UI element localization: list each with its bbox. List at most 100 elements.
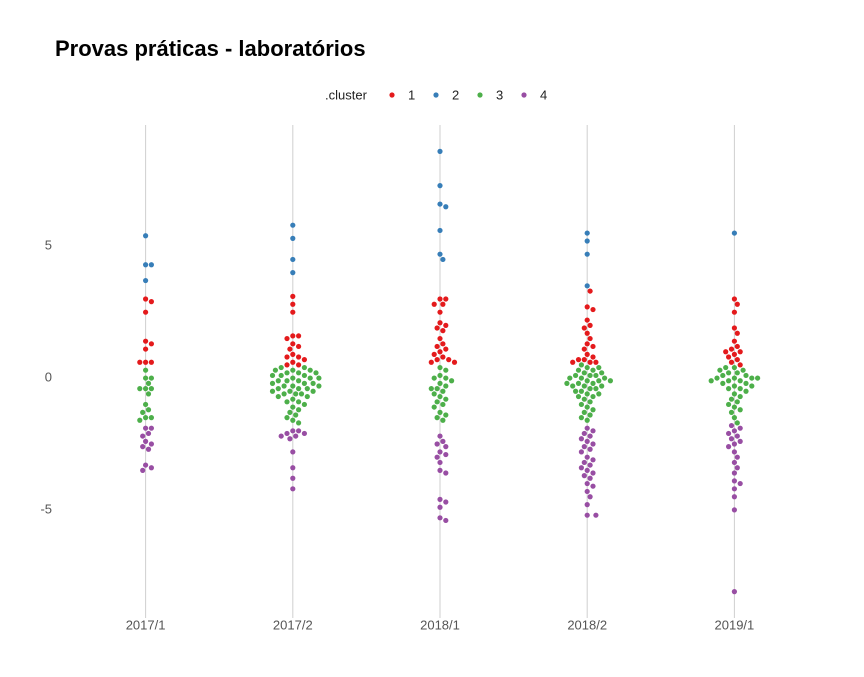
data-point (269, 388, 276, 394)
data-point (290, 383, 296, 389)
data-point (148, 359, 154, 365)
data-point (731, 589, 738, 595)
data-point (431, 301, 437, 307)
data-point (731, 351, 738, 357)
data-point (145, 446, 152, 452)
data-point (587, 322, 593, 328)
data-point (584, 304, 590, 310)
data-point (296, 354, 302, 360)
data-point (584, 425, 590, 431)
data-point (148, 441, 154, 447)
legend-marker (521, 92, 527, 98)
data-point (578, 362, 585, 368)
data-point (140, 467, 146, 473)
data-point (714, 375, 720, 381)
data-point (310, 380, 316, 386)
data-point (437, 320, 443, 326)
data-point (290, 404, 296, 410)
data-point (293, 433, 299, 439)
data-point (307, 367, 313, 373)
data-point (434, 454, 440, 460)
data-point (584, 417, 590, 423)
data-point (148, 425, 154, 431)
data-point (301, 401, 307, 408)
data-point (593, 386, 599, 392)
data-point (731, 338, 738, 344)
data-point (731, 296, 738, 302)
data-point (726, 378, 732, 384)
data-point (290, 293, 296, 299)
data-point (723, 364, 729, 371)
data-point (290, 396, 296, 402)
data-point (726, 370, 732, 376)
data-point (145, 430, 152, 437)
data-point (726, 430, 732, 437)
data-point (590, 393, 596, 400)
data-point (734, 465, 740, 471)
data-point (304, 386, 310, 392)
data-point (296, 420, 302, 426)
data-point (437, 201, 443, 207)
data-point (143, 415, 149, 421)
legend-label: 1 (408, 87, 415, 102)
data-point (437, 433, 443, 439)
data-point (737, 407, 743, 413)
data-point (296, 343, 302, 350)
x-tick-label: 2019/1 (715, 617, 755, 632)
data-point (437, 349, 443, 355)
data-point (581, 396, 587, 402)
data-point (731, 494, 738, 500)
data-point (437, 515, 443, 521)
data-point (287, 409, 293, 415)
data-point (743, 388, 749, 394)
data-point (578, 388, 585, 394)
data-point (284, 415, 290, 421)
data-point (143, 277, 149, 284)
data-point (584, 317, 590, 323)
legend-marker (477, 92, 483, 98)
data-point (293, 412, 299, 418)
data-point (584, 238, 590, 244)
data-point (284, 362, 290, 368)
legend-label: 4 (540, 87, 547, 102)
data-point (434, 399, 440, 405)
data-point (728, 409, 735, 415)
data-point (575, 357, 582, 363)
data-point (578, 401, 585, 408)
data-point (731, 470, 738, 476)
chart-title: Provas práticas - laboratórios (55, 36, 366, 61)
data-point (290, 270, 296, 276)
data-point (437, 296, 443, 302)
data-point (278, 372, 284, 379)
data-point (290, 256, 296, 263)
data-point (428, 359, 434, 365)
data-point (581, 409, 587, 415)
y-tick-label: -5 (40, 501, 52, 516)
data-point (140, 444, 146, 450)
data-point (443, 296, 449, 302)
data-point (431, 351, 437, 357)
data-point (731, 507, 738, 513)
data-point (443, 396, 449, 402)
data-point (584, 467, 590, 473)
data-point (734, 370, 740, 376)
x-tick-label: 2017/1 (126, 617, 166, 632)
data-point (731, 391, 738, 397)
data-point (437, 364, 443, 371)
data-point (143, 309, 149, 315)
data-point (581, 357, 587, 363)
data-point (443, 375, 449, 381)
data-point (290, 309, 296, 315)
data-point (143, 462, 149, 468)
data-point (437, 309, 443, 315)
data-point (584, 378, 590, 384)
y-tick-label: 5 (45, 238, 52, 253)
data-point (737, 378, 743, 384)
data-point (584, 230, 590, 236)
data-point (584, 404, 590, 410)
data-point (599, 383, 605, 389)
data-point (578, 465, 585, 471)
data-point (437, 467, 443, 473)
data-point (143, 262, 149, 268)
data-point (737, 480, 743, 487)
